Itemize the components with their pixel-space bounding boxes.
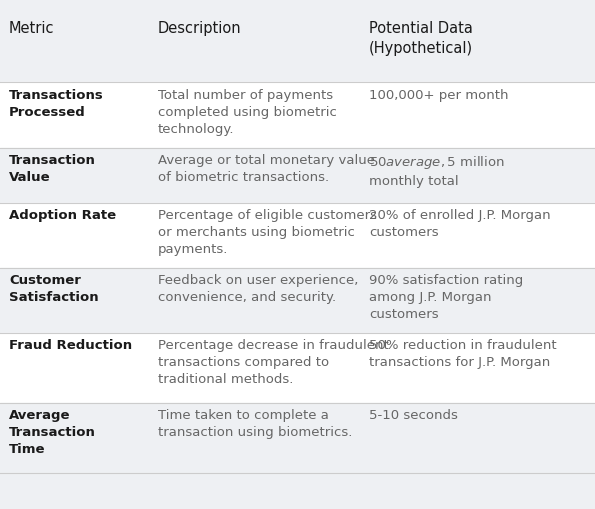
Bar bbox=[0, 15, 595, 82]
Text: Percentage decrease in fraudulent
transactions compared to
traditional methods.: Percentage decrease in fraudulent transa… bbox=[158, 339, 389, 386]
Text: Description: Description bbox=[158, 21, 242, 36]
Bar bbox=[0, 403, 595, 473]
Bar bbox=[0, 82, 595, 148]
Text: 90% satisfaction rating
among J.P. Morgan
customers: 90% satisfaction rating among J.P. Morga… bbox=[369, 274, 523, 321]
Text: Percentage of eligible customers
or merchants using biometric
payments.: Percentage of eligible customers or merc… bbox=[158, 209, 377, 256]
Text: 20% of enrolled J.P. Morgan
customers: 20% of enrolled J.P. Morgan customers bbox=[369, 209, 550, 239]
Text: Adoption Rate: Adoption Rate bbox=[9, 209, 116, 222]
Bar bbox=[0, 148, 595, 203]
Text: Potential Data
(Hypothetical): Potential Data (Hypothetical) bbox=[369, 21, 473, 56]
Text: $50 average, $5 million
monthly total: $50 average, $5 million monthly total bbox=[369, 154, 505, 188]
Bar bbox=[0, 268, 595, 333]
Text: Customer
Satisfaction: Customer Satisfaction bbox=[9, 274, 99, 304]
Text: Transactions
Processed: Transactions Processed bbox=[9, 89, 104, 119]
Text: Fraud Reduction: Fraud Reduction bbox=[9, 339, 132, 352]
Text: 50% reduction in fraudulent
transactions for J.P. Morgan: 50% reduction in fraudulent transactions… bbox=[369, 339, 556, 369]
Bar bbox=[0, 203, 595, 268]
Text: Transaction
Value: Transaction Value bbox=[9, 154, 96, 184]
Text: Metric: Metric bbox=[9, 21, 54, 36]
Text: Average
Transaction
Time: Average Transaction Time bbox=[9, 409, 96, 456]
Text: Total number of payments
completed using biometric
technology.: Total number of payments completed using… bbox=[158, 89, 337, 135]
Text: Time taken to complete a
transaction using biometrics.: Time taken to complete a transaction usi… bbox=[158, 409, 352, 439]
Bar bbox=[0, 333, 595, 403]
Text: Feedback on user experience,
convenience, and security.: Feedback on user experience, convenience… bbox=[158, 274, 358, 304]
Text: Average or total monetary value
of biometric transactions.: Average or total monetary value of biome… bbox=[158, 154, 375, 184]
Text: 100,000+ per month: 100,000+ per month bbox=[369, 89, 508, 102]
Text: 5-10 seconds: 5-10 seconds bbox=[369, 409, 458, 422]
